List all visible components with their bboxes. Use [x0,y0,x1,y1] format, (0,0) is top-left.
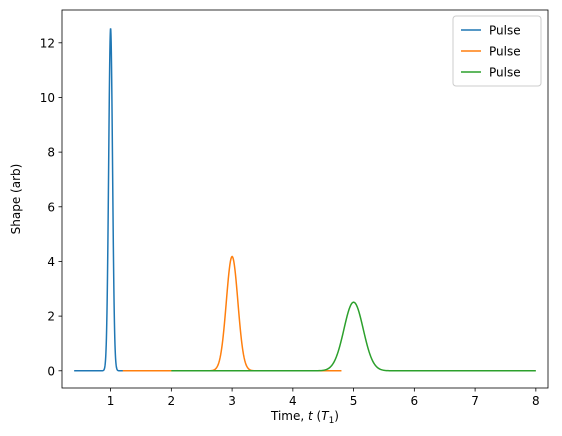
y-tick-label: 6 [47,200,55,214]
x-tick-label: 8 [532,394,540,408]
x-axis-label: Time, t (T1) [270,409,339,426]
x-tick-label: 7 [471,394,479,408]
x-tick-label: 4 [289,394,297,408]
legend-frame [452,15,542,87]
legend-entry-3: Pulse [489,66,521,80]
series-line-1 [74,28,148,372]
legend-entry-1: Pulse [489,24,521,38]
axes-frame [61,9,549,389]
series-line-2 [122,255,342,372]
y-tick-label: 10 [40,91,55,105]
legend: Pulse Pulse Pulse [452,15,542,87]
x-tick-label: 2 [168,394,176,408]
x-tick-label: 3 [228,394,236,408]
plot-layer [74,28,536,372]
x-tick-label: 5 [350,394,358,408]
y-tick-label: 4 [47,255,55,269]
y-axis-label: Shape (arb) [9,164,23,235]
series-line-3 [171,301,536,372]
y-tick-label: 2 [47,310,55,324]
y-tick-label: 12 [40,36,55,50]
x-tick-label: 6 [411,394,419,408]
y-tick-label: 0 [47,364,55,378]
y-tick-label: 8 [47,146,55,160]
x-tick-label: 1 [107,394,115,408]
legend-entry-2: Pulse [489,45,521,59]
